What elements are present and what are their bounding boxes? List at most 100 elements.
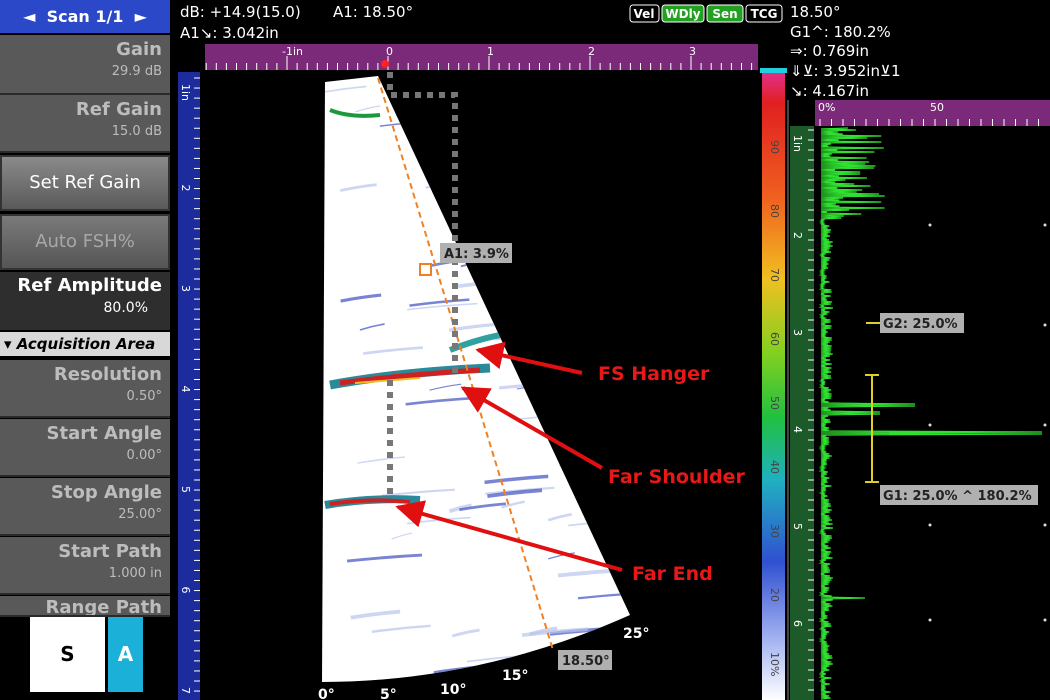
arrow [460, 386, 603, 470]
grid-dot [1043, 618, 1047, 622]
echo [339, 367, 481, 386]
texture [487, 488, 543, 499]
ascan-left-labels: 1in 2 3 4 5 6 [791, 135, 804, 627]
param-value: 0.50° [126, 389, 162, 404]
texture [501, 500, 525, 509]
texture [517, 97, 575, 107]
ruler-label: 60 [768, 332, 781, 346]
grid-dot [928, 423, 932, 427]
gate-label: G2: 25.0% [883, 317, 958, 332]
flags: Vel WDly Sen TCG [629, 4, 783, 23]
top-ruler-labels: -1in 0 1 2 3 [282, 45, 696, 58]
cursor-amp: A1: 3.9% [444, 247, 509, 262]
flag-box [629, 4, 660, 23]
section-title: Acquisition Area [16, 335, 156, 353]
param-value: 1.000 in [108, 566, 162, 581]
ruler-label: 5 [791, 523, 804, 530]
texture [391, 532, 413, 540]
scan-label: Scan 1/1 [46, 7, 124, 26]
ruler-label: 5 [179, 486, 192, 493]
param-value: 80.0% [103, 300, 148, 316]
ruler-label: 80 [768, 204, 781, 218]
angle-label: 0° [318, 687, 335, 700]
texture [355, 105, 381, 113]
ruler-label: 10% [768, 652, 781, 676]
readings: 18.50° G1^: 180.2% ⇒: 0.769in ⇓⊻: 3.952i… [790, 3, 901, 100]
waveform [818, 127, 1043, 700]
section-header[interactable]: ▾ Acquisition Area [0, 332, 170, 356]
texture [477, 88, 555, 97]
label-box [880, 485, 1038, 505]
texture [359, 323, 385, 331]
button[interactable]: Set Ref Gain [0, 155, 170, 211]
texture [451, 628, 480, 638]
echo [329, 108, 381, 118]
param[interactable]: Ref Amplitude 80.0% [0, 272, 170, 330]
texture [350, 609, 401, 620]
param[interactable]: Start Angle 0.00° [0, 419, 170, 477]
param[interactable]: Range Path [0, 596, 170, 617]
ruler-label: 7 [179, 687, 192, 694]
texture [371, 624, 431, 634]
flag: Sen [712, 7, 737, 21]
ruler-label: 30 [768, 524, 781, 538]
side-menu: ◄ Scan 1/1 ► Gain 29.9 dB Ref Gain 15.0 dB… [0, 0, 176, 700]
param[interactable]: Resolution 0.50° [0, 360, 170, 418]
param[interactable]: Start Path 1.000 in [0, 537, 170, 595]
reading: ↘: 4.167in [790, 82, 869, 100]
annotation: Far Shoulder [608, 466, 745, 488]
param-value: 0.00° [126, 448, 162, 463]
grid-dot [1043, 223, 1047, 227]
param-value: 29.9 dB [111, 64, 162, 79]
gate-label: G1: 25.0% ^ 180.2% [883, 489, 1032, 504]
scan-selector[interactable]: ◄ Scan 1/1 ► [0, 0, 170, 33]
left-ruler-labels: 1in 2 3 4 5 6 7 [179, 84, 192, 694]
flag: WDly [665, 7, 700, 21]
reading: G1^: 180.2% [790, 23, 891, 41]
annotations: FS Hanger Far Shoulder Far End [598, 363, 745, 585]
color-scale-labels: 90 80 70 60 50 40 30 20 10% [768, 140, 781, 676]
param-label: Ref Gain [75, 99, 162, 120]
texture [498, 159, 573, 169]
angle-label: 15° [502, 668, 528, 684]
grid-dot [928, 523, 932, 527]
flag: TCG [751, 7, 778, 21]
texture [459, 502, 507, 512]
texture [495, 332, 562, 341]
texture [409, 298, 470, 307]
texture [495, 201, 531, 212]
annotation: Far End [632, 563, 713, 585]
label-box [440, 243, 512, 263]
ruler-label: 3 [689, 45, 696, 58]
ruler-label: 50 [768, 396, 781, 410]
texture [357, 456, 405, 464]
ruler-label: 0 [386, 45, 393, 58]
param[interactable]: Ref Gain 15.0 dB [0, 95, 170, 153]
ruler-label: 3 [179, 285, 192, 292]
ruler-label: 2 [791, 232, 804, 239]
ruler-label: 6 [179, 587, 192, 594]
texture [425, 180, 463, 189]
texture [577, 591, 630, 600]
texture [559, 459, 582, 467]
param[interactable]: Gain 29.9 dB [0, 35, 170, 95]
texture [509, 229, 583, 238]
color-scale [762, 72, 785, 700]
view-button[interactable]: A [108, 617, 143, 692]
arrow [475, 341, 583, 375]
ruler-label: 1in [179, 84, 192, 101]
texture [407, 302, 478, 311]
param[interactable]: Stop Angle 25.00° [0, 478, 170, 536]
a1-angle: A1: 18.50° [333, 3, 413, 21]
texture [448, 503, 472, 514]
ruler-label: 3 [791, 329, 804, 336]
ruler-label: 70 [768, 268, 781, 282]
texture [547, 552, 575, 560]
param-value: 15.0 dB [111, 124, 162, 139]
param-label: Resolution [53, 364, 162, 385]
cursor-box [387, 72, 458, 378]
texture [340, 183, 377, 192]
view-button[interactable]: S [30, 617, 105, 692]
reading: ⇒: 0.769in [790, 42, 869, 60]
